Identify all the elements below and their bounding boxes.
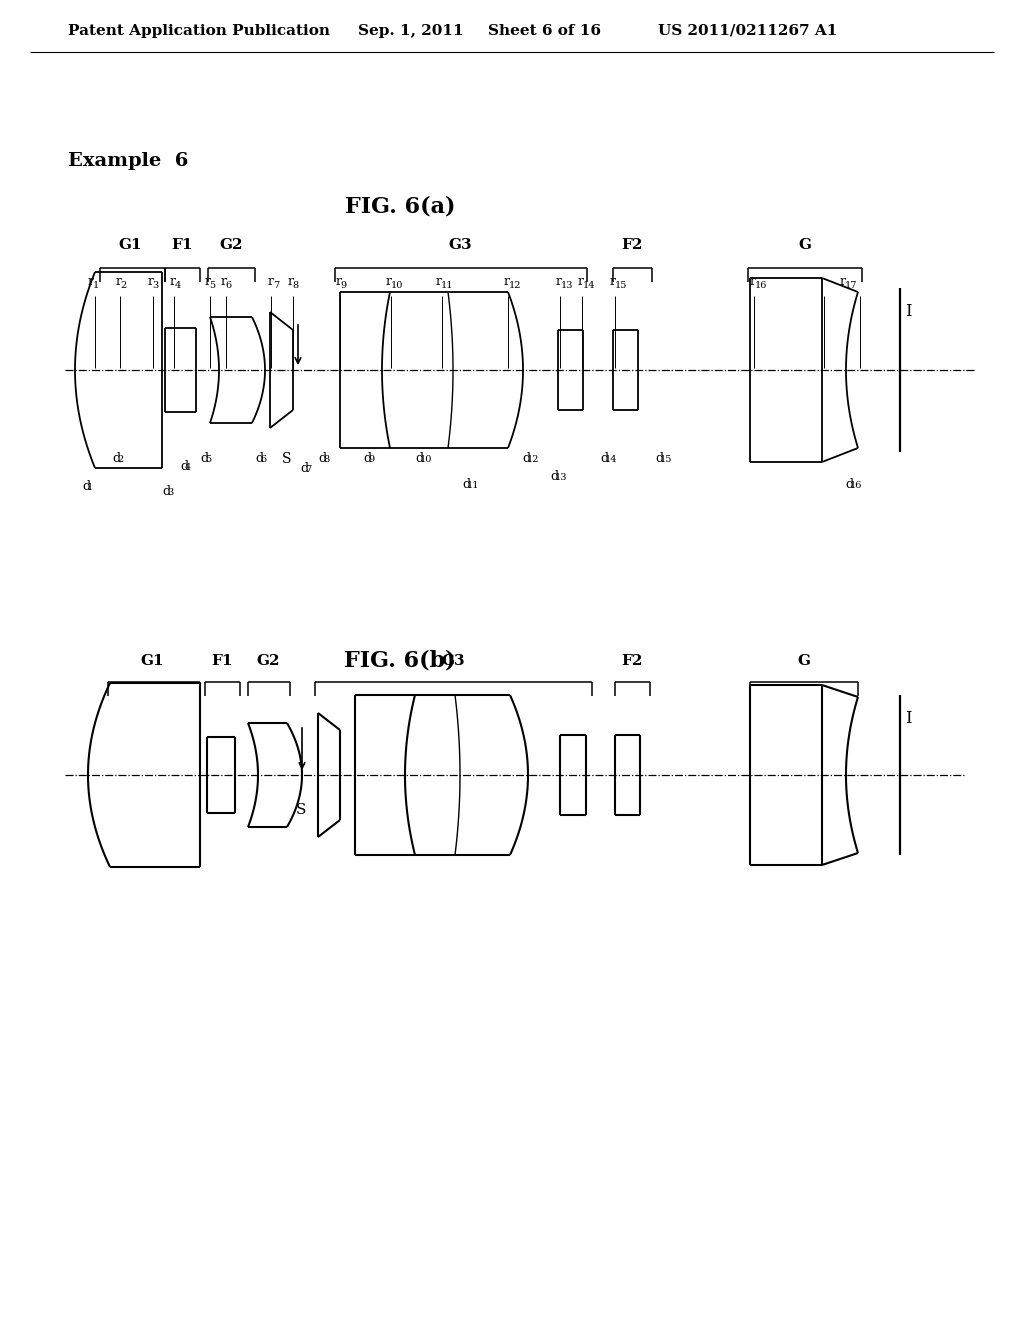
Text: r: r [148,275,154,288]
Text: 10: 10 [420,455,432,465]
Text: 2: 2 [117,455,123,465]
Text: F1: F1 [211,653,232,668]
Text: r: r [386,275,392,288]
Text: r: r [504,275,510,288]
Text: d: d [462,478,470,491]
Text: 9: 9 [368,455,374,465]
Text: G: G [799,238,811,252]
Text: F2: F2 [622,238,643,252]
Text: 16: 16 [850,480,862,490]
Text: I: I [905,710,911,727]
Text: 11: 11 [467,480,479,490]
Text: r: r [170,275,176,288]
Text: F1: F1 [171,238,193,252]
Text: I: I [905,304,911,319]
Text: d: d [300,462,308,475]
Text: US 2011/0211267 A1: US 2011/0211267 A1 [658,24,838,38]
Text: 14: 14 [605,455,617,465]
Text: 1: 1 [87,483,93,492]
Text: 7: 7 [272,281,279,290]
Text: d: d [180,459,188,473]
Text: 5: 5 [205,455,211,465]
Text: r: r [288,275,294,288]
Text: r: r [336,275,342,288]
Text: r: r [556,275,562,288]
Text: d: d [318,451,326,465]
Text: G3: G3 [449,238,472,252]
Text: 4: 4 [175,281,181,290]
Text: d: d [162,484,170,498]
Text: 10: 10 [391,281,403,290]
Text: 13: 13 [555,473,567,482]
Text: d: d [550,470,558,483]
Text: d: d [522,451,530,465]
Text: 6: 6 [225,281,231,290]
Text: Example  6: Example 6 [68,152,188,170]
Text: 3: 3 [167,488,173,498]
Text: Sep. 1, 2011: Sep. 1, 2011 [358,24,464,38]
Text: d: d [112,451,120,465]
Text: 15: 15 [614,281,627,290]
Text: r: r [221,275,227,288]
Text: 1: 1 [93,281,99,290]
Text: d: d [415,451,423,465]
Text: d: d [600,451,608,465]
Text: d: d [655,451,664,465]
Text: 16: 16 [755,281,767,290]
Text: d: d [845,478,853,491]
Text: r: r [268,275,274,288]
Text: r: r [578,275,584,288]
Text: 15: 15 [659,455,673,465]
Text: G1: G1 [140,653,164,668]
Text: 2: 2 [121,281,127,290]
Text: r: r [610,275,616,288]
Text: r: r [436,275,442,288]
Text: 8: 8 [293,281,299,290]
Text: 12: 12 [527,455,540,465]
Text: d: d [200,451,208,465]
Text: G3: G3 [441,653,465,668]
Text: 9: 9 [341,281,347,290]
Text: d: d [362,451,371,465]
Text: FIG. 6(b): FIG. 6(b) [344,649,456,672]
Text: G: G [798,653,811,668]
Text: d: d [82,480,90,492]
Text: 6: 6 [260,455,266,465]
Text: r: r [840,275,846,288]
Text: r: r [205,275,211,288]
Text: Patent Application Publication: Patent Application Publication [68,24,330,38]
Text: 14: 14 [583,281,595,290]
Text: 11: 11 [440,281,454,290]
Text: 4: 4 [185,463,191,473]
Text: G2: G2 [256,653,280,668]
Text: G1: G1 [118,238,141,252]
Text: G2: G2 [219,238,243,252]
Text: S: S [282,451,292,466]
Text: S: S [296,803,306,817]
Text: 13: 13 [561,281,573,290]
Text: 8: 8 [323,455,329,465]
Text: r: r [88,275,94,288]
Text: r: r [116,275,122,288]
Text: 3: 3 [153,281,159,290]
Text: F2: F2 [622,653,643,668]
Text: 7: 7 [305,465,311,474]
Text: d: d [255,451,263,465]
Text: FIG. 6(a): FIG. 6(a) [345,195,456,218]
Text: 5: 5 [210,281,216,290]
Text: Sheet 6 of 16: Sheet 6 of 16 [488,24,601,38]
Text: 12: 12 [509,281,521,290]
Text: 17: 17 [845,281,857,290]
Text: r: r [750,275,756,288]
